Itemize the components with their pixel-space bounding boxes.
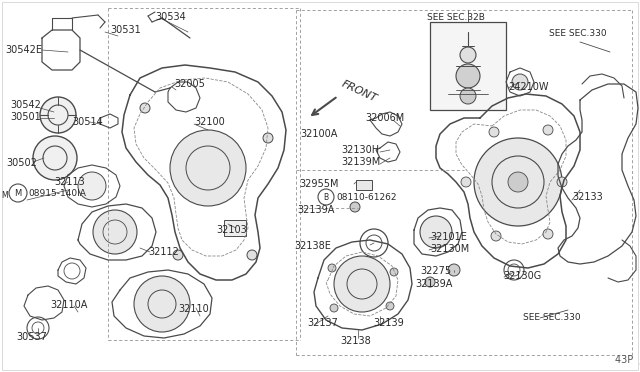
Text: 32130M: 32130M	[430, 244, 469, 254]
Text: 32138E: 32138E	[294, 241, 331, 251]
Text: 32110: 32110	[178, 304, 209, 314]
Text: FRONT: FRONT	[340, 78, 379, 103]
Text: 30534: 30534	[155, 12, 186, 22]
Circle shape	[448, 264, 460, 276]
Circle shape	[173, 250, 183, 260]
Text: 32275: 32275	[420, 266, 451, 276]
Circle shape	[460, 88, 476, 104]
Text: 32006M: 32006M	[365, 113, 404, 123]
Circle shape	[140, 103, 150, 113]
Text: M: M	[14, 189, 22, 198]
Text: 32139A: 32139A	[297, 205, 334, 215]
Text: 30501: 30501	[10, 112, 41, 122]
Text: 30531: 30531	[110, 25, 141, 35]
Circle shape	[78, 172, 106, 200]
Circle shape	[460, 47, 476, 63]
Bar	[430, 22, 506, 110]
Text: 30514: 30514	[72, 117, 103, 127]
Circle shape	[134, 276, 190, 332]
Circle shape	[420, 216, 452, 248]
Text: 32130H: 32130H	[341, 145, 379, 155]
Circle shape	[334, 256, 390, 312]
Circle shape	[40, 97, 76, 133]
Text: 30502: 30502	[6, 158, 37, 168]
Text: SEE SEC.330: SEE SEC.330	[549, 29, 607, 38]
Circle shape	[474, 138, 562, 226]
Text: B: B	[323, 192, 328, 202]
Text: 30542E: 30542E	[5, 45, 42, 55]
Circle shape	[491, 231, 501, 241]
Text: 32101E: 32101E	[430, 232, 467, 242]
Bar	[356, 180, 372, 190]
Circle shape	[425, 277, 435, 287]
Text: 32100: 32100	[194, 117, 225, 127]
Text: 24210W: 24210W	[508, 82, 548, 92]
Circle shape	[390, 268, 398, 276]
Text: 32112: 32112	[148, 247, 179, 257]
Circle shape	[508, 172, 528, 192]
Text: 32137: 32137	[307, 318, 338, 328]
Text: 30542: 30542	[10, 100, 41, 110]
Text: 08915-140IA: 08915-140IA	[28, 189, 86, 198]
Circle shape	[330, 304, 338, 312]
Circle shape	[557, 177, 567, 187]
Text: SEE SEC.330: SEE SEC.330	[523, 312, 580, 321]
Text: 30537: 30537	[16, 332, 47, 342]
Text: 32100A: 32100A	[300, 129, 337, 139]
Circle shape	[93, 210, 137, 254]
Circle shape	[247, 250, 257, 260]
Text: 08110-61262: 08110-61262	[336, 192, 397, 202]
Bar	[224, 220, 246, 236]
Circle shape	[489, 127, 499, 137]
Text: 32139: 32139	[373, 318, 404, 328]
Text: M: M	[2, 192, 8, 201]
Text: 32110A: 32110A	[50, 300, 88, 310]
Circle shape	[170, 130, 246, 206]
Text: 43P  ▲ 0 · 4: 43P ▲ 0 · 4	[615, 355, 640, 365]
Text: 32955M: 32955M	[299, 179, 339, 189]
Text: 32005: 32005	[174, 79, 205, 89]
Text: 32103: 32103	[216, 225, 247, 235]
Circle shape	[263, 133, 273, 143]
Text: 32133: 32133	[572, 192, 603, 202]
Circle shape	[543, 229, 553, 239]
Text: 32138: 32138	[340, 336, 371, 346]
Circle shape	[543, 125, 553, 135]
Text: 32139A: 32139A	[415, 279, 452, 289]
Circle shape	[461, 177, 471, 187]
Circle shape	[512, 74, 528, 90]
Circle shape	[386, 302, 394, 310]
Circle shape	[33, 136, 77, 180]
Text: 32113: 32113	[54, 177, 84, 187]
Circle shape	[328, 264, 336, 272]
Circle shape	[350, 202, 360, 212]
Circle shape	[456, 64, 480, 88]
Text: 32139M: 32139M	[341, 157, 380, 167]
Text: SEE SEC.32B: SEE SEC.32B	[427, 13, 485, 22]
Text: 32130G: 32130G	[503, 271, 541, 281]
